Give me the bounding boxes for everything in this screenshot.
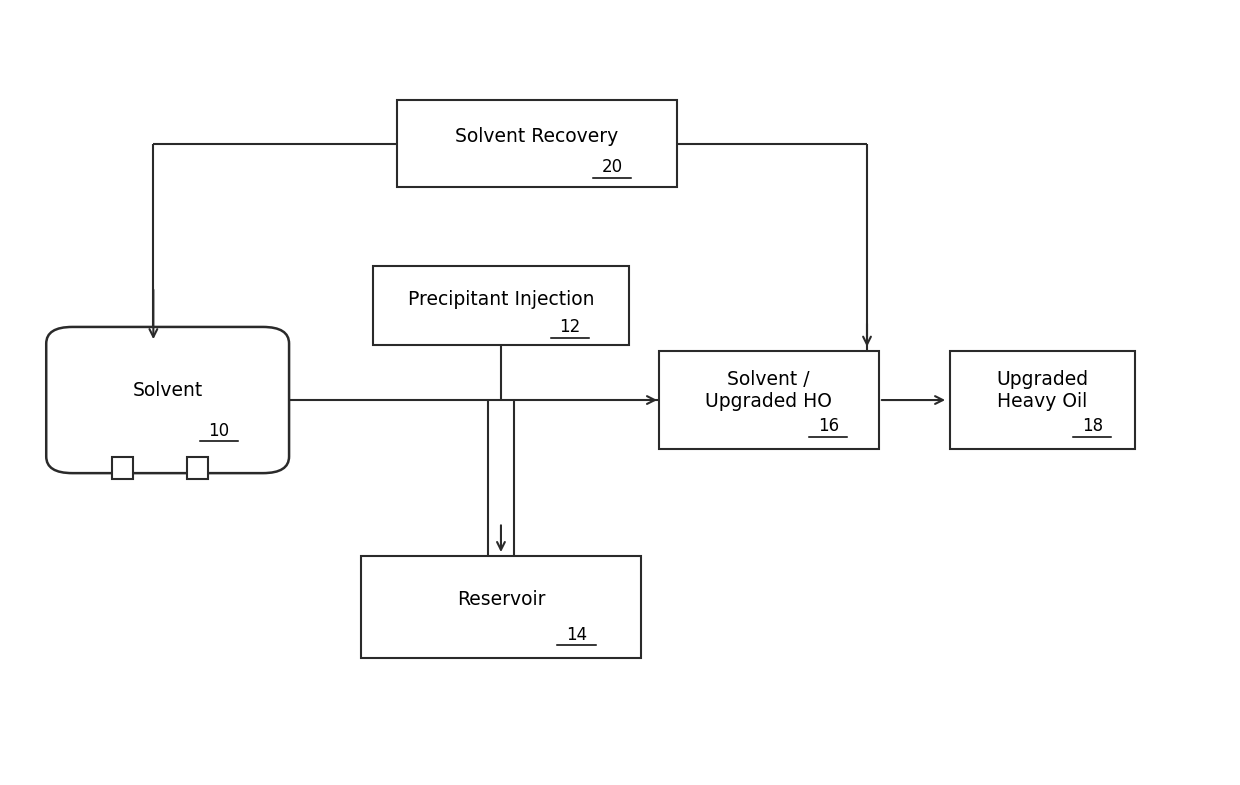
Bar	[361, 557, 641, 658]
Bar	[187, 457, 208, 479]
Bar	[373, 266, 629, 345]
Text: 16: 16	[817, 418, 838, 436]
Text: Solvent Recovery: Solvent Recovery	[455, 127, 619, 146]
Text: Solvent /
Upgraded HO: Solvent / Upgraded HO	[706, 370, 832, 411]
Text: Reservoir: Reservoir	[456, 590, 546, 608]
Text: Upgraded
Heavy Oil: Upgraded Heavy Oil	[997, 370, 1089, 411]
Bar	[658, 351, 879, 449]
Text: 18: 18	[1081, 418, 1102, 436]
Bar	[112, 457, 133, 479]
Bar	[397, 100, 677, 187]
Text: 20: 20	[601, 159, 622, 176]
Text: Precipitant Injection: Precipitant Injection	[408, 290, 594, 309]
Bar	[950, 351, 1135, 449]
Text: 14: 14	[565, 626, 587, 644]
Text: 12: 12	[559, 318, 580, 336]
FancyBboxPatch shape	[46, 327, 289, 473]
Text: Solvent: Solvent	[133, 382, 203, 400]
Text: 10: 10	[208, 422, 229, 440]
